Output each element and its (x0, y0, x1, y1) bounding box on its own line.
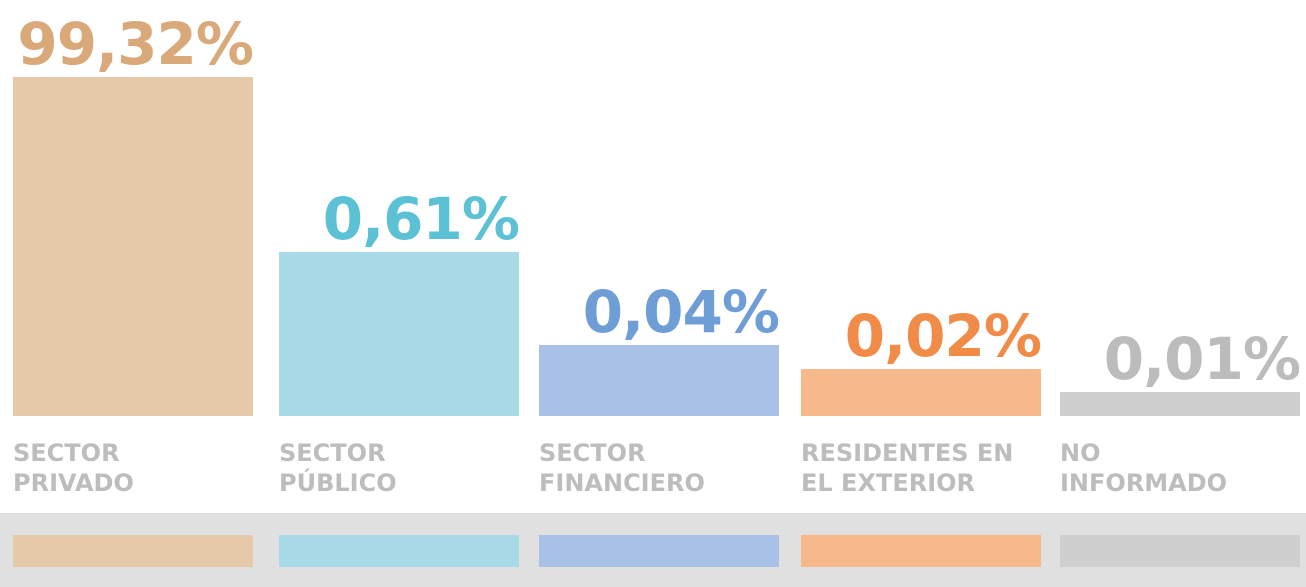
category-line: PÚBLICO (279, 469, 397, 497)
category-line: FINANCIERO (539, 469, 705, 497)
value-label: 0,02% (844, 301, 1042, 370)
category-line: RESIDENTES EN (801, 439, 1014, 467)
value-label: 0,61% (322, 184, 520, 253)
value-label: 99,32% (17, 10, 254, 79)
category-line: PRIVADO (13, 469, 134, 497)
legend-swatch (801, 535, 1041, 567)
category-line: NO (1060, 439, 1101, 467)
category-label: SECTOR PÚBLICO (279, 438, 397, 498)
category-line: EL EXTERIOR (801, 469, 975, 497)
value-label: 0,01% (1103, 325, 1301, 394)
legend-swatch (539, 535, 779, 567)
category-label: RESIDENTES EN EL EXTERIOR (801, 438, 1013, 498)
category-line: SECTOR (539, 439, 646, 467)
category-line: SECTOR (279, 439, 386, 467)
bar (539, 344, 779, 416)
bar (13, 77, 253, 416)
value-label: 0,04% (582, 277, 780, 346)
category-label: SECTOR FINANCIERO (539, 438, 705, 498)
category-line: SECTOR (13, 439, 120, 467)
category-line: INFORMADO (1060, 469, 1228, 497)
legend-swatch (1060, 535, 1300, 567)
category-label: NO INFORMADO (1060, 438, 1227, 498)
bar (279, 251, 519, 416)
legend-swatch (13, 535, 253, 567)
bar (801, 368, 1041, 416)
bar (1060, 392, 1300, 416)
legend-swatch (279, 535, 519, 567)
category-label: SECTOR PRIVADO (13, 438, 134, 498)
